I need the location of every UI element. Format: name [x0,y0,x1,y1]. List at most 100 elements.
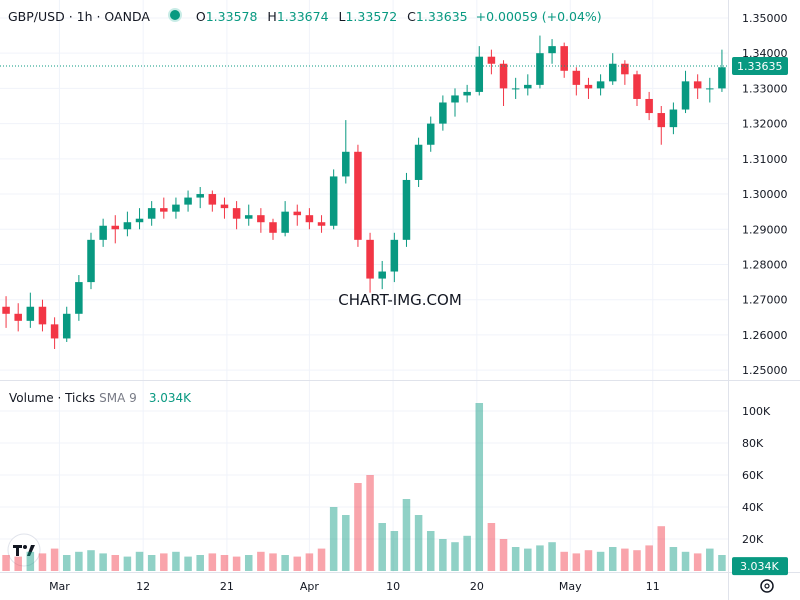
candle-body [75,282,83,314]
candle-body [160,208,168,212]
y-tick-label: 1.27000 [742,294,788,307]
volume-bar [329,507,338,571]
candle-body [26,306,35,321]
x-tick-label: Mar [49,580,70,593]
volume-bar [451,542,459,571]
candle-body [293,211,302,216]
candle-body [511,88,520,90]
volume-bar [87,550,95,571]
candle-body [111,225,120,230]
x-tick-label: 21 [220,580,234,593]
volume-bar [475,403,484,571]
high-value: 1.33674 [276,9,329,24]
volume-bar [305,553,314,571]
volume-bar [536,545,544,571]
y2-tick-label: 40K [742,501,764,514]
volume-bar [317,548,326,571]
candle-body [524,84,532,89]
volume-tag-label: 3.034K [740,560,779,573]
y-tick-label: 1.26000 [742,329,788,342]
close-letter: C [407,9,416,24]
y-tick-label: 1.35000 [742,12,788,25]
candle-body [669,109,678,128]
volume-bar [560,551,568,571]
volume-bar [123,556,132,571]
change-value: +0.00059 [475,9,538,24]
candle-body [596,81,605,89]
y-tick-label: 1.34000 [742,47,788,60]
candle-body [62,313,71,339]
candle-body [269,222,277,233]
candle-body [390,239,399,272]
candle-body [135,218,144,223]
candle-body [414,144,423,180]
x-tick-label: 11 [646,580,660,593]
volume-bar [402,499,411,571]
volume-bar [244,555,253,571]
candle-body [451,95,459,103]
volume-bar [160,553,168,571]
volume-bar [220,555,229,571]
settings-icon[interactable] [760,579,774,593]
candle-body [184,197,192,205]
watermark: CHART-IMG.COM [338,291,462,309]
candle-body [681,81,690,110]
volume-bar [232,556,241,571]
candle-body [633,74,641,99]
volume-bar [111,555,120,571]
sma-label: SMA 9 [99,391,137,405]
candle-body [123,222,132,230]
volume-bar [621,548,629,571]
volume-bar [657,526,666,571]
low-value: 1.33572 [345,9,398,24]
volume-bar [196,555,204,571]
volume-bar [487,523,496,571]
volume-bar [693,553,702,571]
volume-title: Volume · Ticks [9,391,96,405]
candle-body [244,215,253,219]
y2-tick-label: 60K [742,469,764,482]
volume-bar [378,523,386,571]
candle-body [366,239,374,279]
volume-bar [584,550,593,571]
y2-tick-label: 20K [742,533,764,546]
candle-body [572,70,581,85]
x-tick-label: 10 [386,580,400,593]
volume-bar [681,551,690,571]
candle-body [305,215,314,223]
candle-body [463,91,471,96]
volume-bar [172,551,180,571]
volume-legend: Volume · Ticks SMA 9 3.034K [9,391,191,405]
candle-body [87,239,95,283]
x-tick-label: Apr [300,580,320,593]
y-tick-label: 1.31000 [742,153,788,166]
candle-body [342,151,350,177]
legend-header: GBP/USD · 1h · OANDA O1.33578 H1.33674 L… [8,8,602,24]
volume-bar [439,539,447,571]
candle-body [220,204,229,209]
close-value: 1.33635 [415,9,468,24]
y2-tick-label: 80K [742,437,764,450]
candle-body [38,306,47,325]
candle-body [257,215,265,223]
symbol-title: GBP/USD · 1h · OANDA [8,9,150,24]
tv-logo [7,533,41,567]
volume-bar [608,547,617,571]
x-tick-label: 20 [470,580,484,593]
volume-bar [414,515,423,571]
candle-body [329,176,338,226]
y-tick-label: 1.30000 [742,188,788,201]
volume-bar [511,547,520,571]
volume-bar [548,542,556,571]
high-letter: H [267,9,277,24]
change-percent: (+0.04%) [541,9,602,24]
y2-tick-label: 100K [742,405,771,418]
candle-body [378,271,386,279]
volume-bar [281,555,289,571]
volume-bar [14,556,22,571]
y-tick-label: 1.32000 [742,118,788,131]
y-tick-label: 1.28000 [742,258,788,271]
candle-body [317,222,326,226]
candle-body [172,204,180,212]
